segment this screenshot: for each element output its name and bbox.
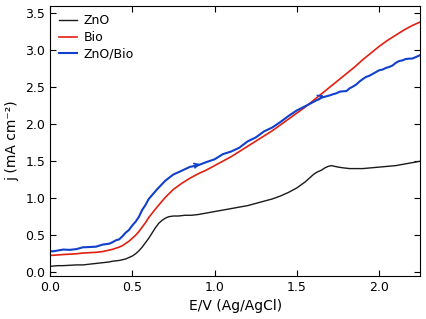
ZnO/Bio	[171, 173, 176, 176]
ZnO/Bio	[344, 89, 349, 93]
Line: ZnO/Bio: ZnO/Bio	[50, 55, 420, 251]
Bio	[47, 253, 52, 257]
ZnO/Bio	[133, 220, 138, 224]
ZnO/Bio	[51, 249, 56, 253]
ZnO	[47, 264, 52, 268]
X-axis label: E/V (Ag/AgCl): E/V (Ag/AgCl)	[189, 300, 282, 314]
Bio	[140, 225, 145, 229]
ZnO	[163, 216, 168, 220]
Bio	[418, 20, 423, 24]
ZnO/Bio	[302, 104, 308, 108]
ZnO	[418, 159, 423, 163]
Bio	[311, 99, 316, 102]
Line: ZnO: ZnO	[50, 161, 420, 266]
ZnO/Bio	[47, 249, 52, 253]
ZnO	[176, 214, 181, 218]
Bio	[262, 134, 267, 138]
ZnO	[123, 257, 128, 261]
ZnO	[106, 260, 112, 264]
ZnO/Bio	[418, 53, 423, 57]
Bio	[51, 253, 56, 257]
ZnO	[385, 164, 390, 168]
ZnO/Bio	[334, 91, 339, 95]
Line: Bio: Bio	[50, 22, 420, 255]
Bio	[220, 159, 225, 163]
Bio	[245, 145, 250, 148]
Legend: ZnO, Bio, ZnO/Bio: ZnO, Bio, ZnO/Bio	[56, 12, 136, 63]
ZnO/Bio	[110, 240, 115, 244]
Y-axis label: j (mA cm⁻²): j (mA cm⁻²)	[6, 100, 20, 181]
ZnO	[319, 168, 324, 172]
